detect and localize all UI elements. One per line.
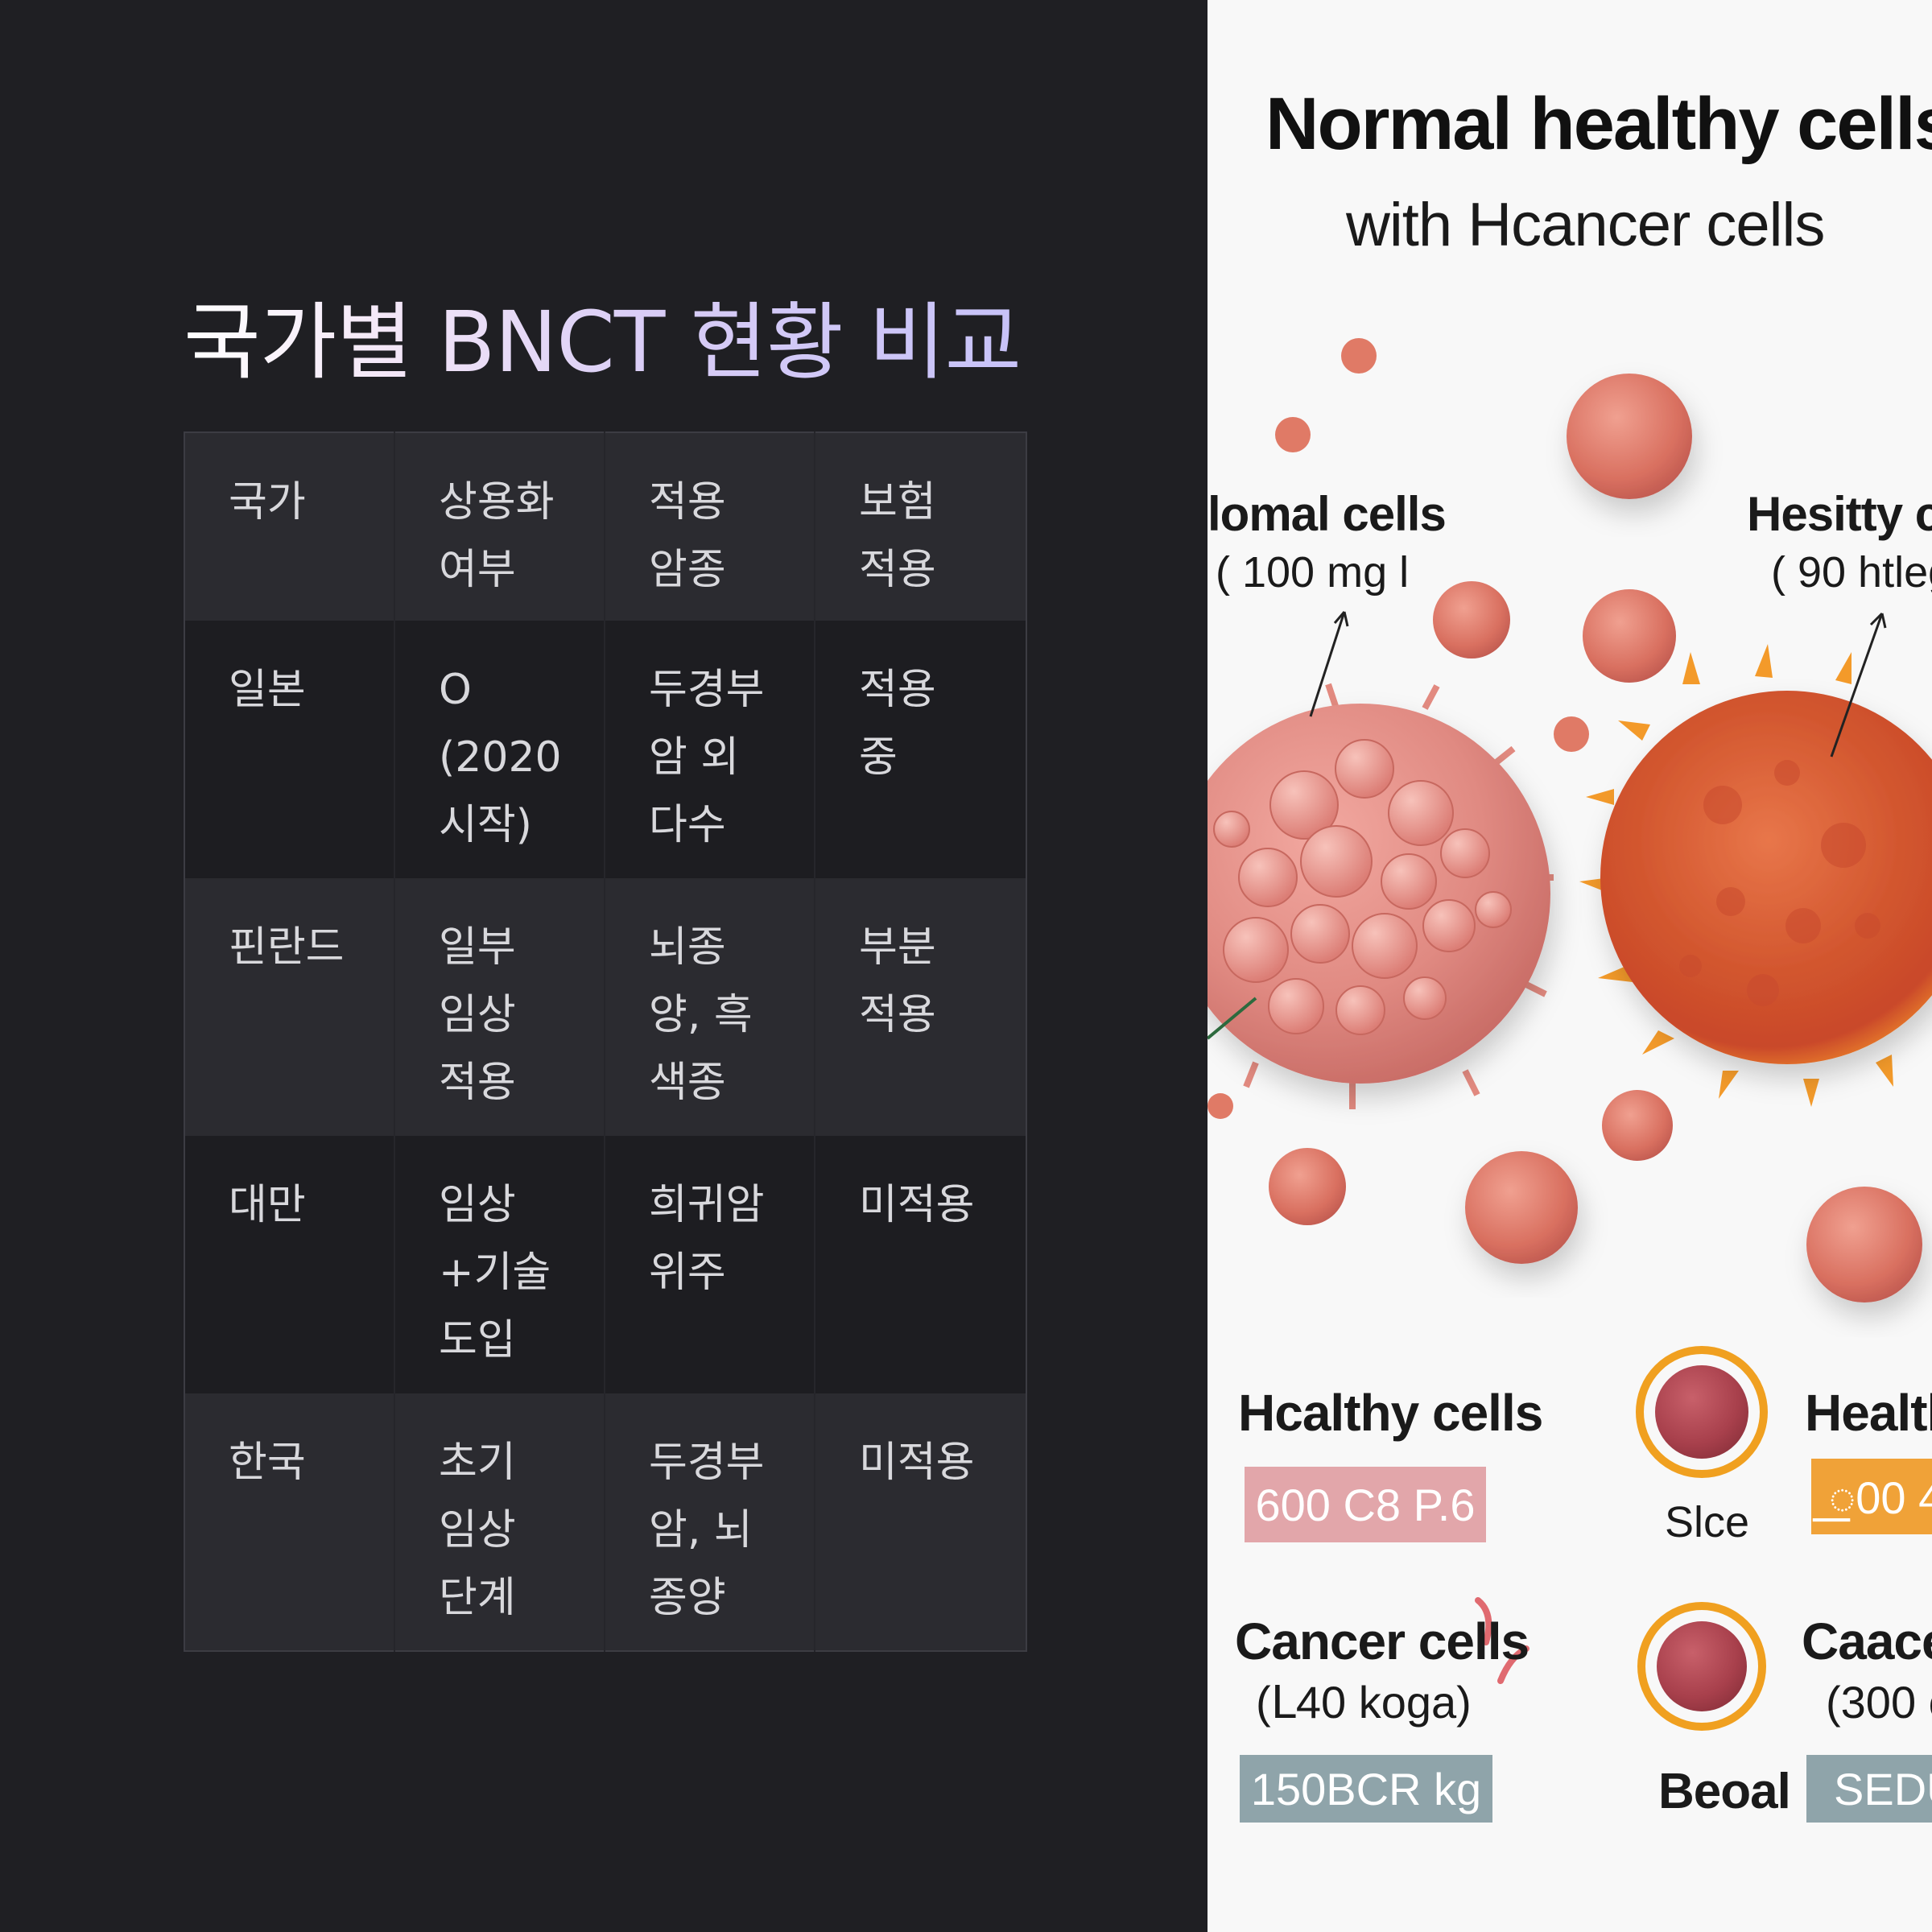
cell-text: 희귀암	[649, 1181, 765, 1229]
cell-country: 일본	[184, 621, 394, 878]
cell-text: 양, 흑	[649, 991, 753, 1039]
cell-text: 적용	[859, 991, 936, 1039]
infographic-panel: Normal healthy cells with Hcancer cells …	[1208, 0, 1932, 1932]
cell-text: O	[439, 666, 472, 714]
legend-healthy-tag: 600 C8 P.6	[1245, 1467, 1486, 1542]
large-normal-cell-icon	[1208, 611, 1554, 1109]
cell-text: +기술	[439, 1249, 551, 1297]
page-title: 국가별 BNCT 현황 비교	[184, 274, 1022, 395]
legend-ring-2	[1637, 1602, 1766, 1731]
small-cell-icons	[1208, 338, 1922, 1302]
legend-cancer2-sub: (300 c	[1826, 1677, 1932, 1728]
cell-text: 미적용	[859, 1439, 975, 1487]
cell-text: 위주	[649, 1249, 726, 1297]
header-text: 국가	[229, 478, 306, 526]
cell-text: 임상	[439, 1506, 516, 1554]
cell-text: 뇌종	[649, 923, 726, 972]
legend-healthy2-title: Health	[1805, 1384, 1932, 1442]
cell-text: 대만	[229, 1181, 306, 1229]
cell-text: 단계	[439, 1574, 516, 1622]
cell-text: 다수	[649, 801, 726, 849]
cell-text: 일부	[439, 923, 516, 972]
legend-ring-1-caption: Slce	[1665, 1498, 1750, 1546]
cell-text: 두경부	[649, 666, 765, 714]
cell-text: 두경부	[649, 1439, 765, 1487]
cell-text: 한국	[229, 1439, 306, 1487]
cell-country: 대만	[184, 1136, 394, 1393]
legend-healthy-title: Hcalthy cells	[1238, 1384, 1543, 1442]
legend-cancer-tag: 150BCR kg	[1240, 1755, 1492, 1823]
header-text: 적용	[649, 478, 726, 526]
header-text: 여부	[439, 546, 516, 594]
legend-ring-1	[1636, 1346, 1768, 1478]
table-row: 핀란드 일부 임상 적용 뇌종 양, 흑 색종 부분 적용	[184, 878, 1026, 1136]
cell-country: 핀란드	[184, 878, 394, 1136]
table-row: 한국 초기 임상 단계 두경부 암, 뇌 종양 미적용	[184, 1393, 1026, 1651]
label-normal-cells: lomal cells	[1208, 487, 1447, 541]
cell-text: 핀란드	[229, 923, 345, 972]
cell-text: 종양	[649, 1574, 726, 1622]
cell-text: 적용	[859, 666, 936, 714]
cell-text: 암 외	[649, 733, 740, 782]
header-text: 상용화	[439, 478, 555, 526]
label-cancer-cells: Hesitty ce	[1747, 487, 1932, 541]
cell-text: 시작)	[439, 801, 532, 849]
cell-text: 일본	[229, 666, 306, 714]
cell-text: 임상	[439, 1181, 516, 1229]
cell-text: 도입	[439, 1316, 516, 1364]
cell-text: 암, 뇌	[649, 1506, 753, 1554]
cell-text: 임상	[439, 991, 516, 1039]
header-country: 국가	[184, 432, 394, 621]
cell-text: (2020	[439, 733, 562, 782]
legend-cancer2-tag: SEDU	[1806, 1755, 1932, 1823]
cell-country: 한국	[184, 1393, 394, 1651]
cell-text: 중	[859, 733, 898, 782]
infographic-subtitle: with Hcancer cells	[1346, 191, 1825, 259]
left-panel: 국가별 BNCT 현황 비교 국가 상용화 여부 적용 암종 보험 적용 일본 O (2020 시…	[184, 274, 1027, 1652]
header-text: 암종	[649, 546, 726, 594]
label-cancer-cells-value: ( 90 htleg	[1771, 548, 1932, 597]
large-cancer-cell-icon	[1579, 612, 1932, 1107]
cell-text: 부분	[859, 923, 936, 972]
label-normal-cells-value: ( 100 mg l	[1216, 548, 1410, 597]
cell-text: 색종	[649, 1059, 726, 1107]
header-text: 보험	[859, 478, 936, 526]
legend-cancer-sub: (ᒪ40 koga)	[1256, 1677, 1472, 1728]
legend-ring-2-caption: Beoal	[1658, 1764, 1791, 1819]
decorative-stroke-icons	[1475, 1597, 1530, 1684]
comparison-table: 국가 상용화 여부 적용 암종 보험 적용 일본 O (2020 시작) 두경부 암 외 다수 적용 중 핀란…	[184, 431, 1027, 1652]
legend-cancer2-title: Caacer	[1802, 1612, 1932, 1670]
cell-insurance: 미적용	[814, 1393, 1026, 1651]
cell-text: 미적용	[859, 1181, 975, 1229]
table-header-row: 국가 상용화 여부 적용 암종 보험 적용	[184, 432, 1026, 621]
cell-text: 적용	[439, 1059, 516, 1107]
infographic-title: Normal healthy cells	[1265, 83, 1932, 165]
cells-illustration	[1208, 338, 1932, 1684]
header-text: 적용	[859, 546, 936, 594]
table-row: 일본 O (2020 시작) 두경부 암 외 다수 적용 중	[184, 621, 1026, 878]
cell-text: 초기	[439, 1439, 516, 1487]
cell-insurance: 미적용	[814, 1136, 1026, 1393]
legend-cancer-title: Cancer cells	[1235, 1612, 1530, 1670]
legend-healthy2-tag: ꯭00 4	[1811, 1459, 1932, 1534]
cell-commercialization: O (2020 시작)	[394, 621, 605, 878]
